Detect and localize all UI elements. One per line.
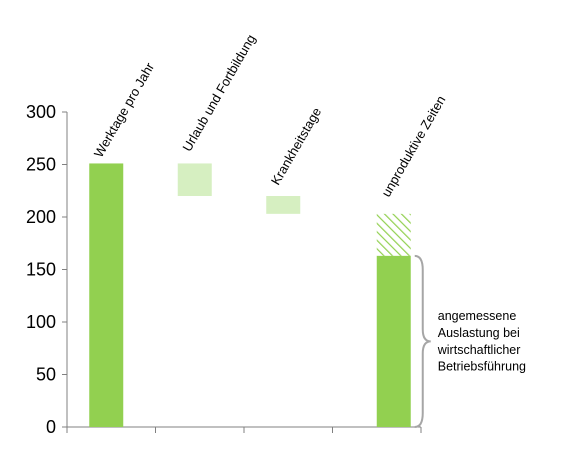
category-label: unproduktive Zeiten bbox=[378, 93, 448, 199]
y-tick-label: 50 bbox=[36, 365, 56, 385]
annotation-line: angemessene bbox=[438, 309, 517, 323]
bar-light bbox=[177, 163, 212, 196]
y-tick-label: 0 bbox=[46, 417, 56, 437]
y-tick-label: 150 bbox=[26, 260, 56, 280]
annotation: angemessene Auslastung bei wirtschaftliche… bbox=[414, 254, 526, 428]
bar-solid bbox=[89, 163, 124, 427]
bar-light bbox=[266, 196, 301, 214]
bar-hatched bbox=[376, 213, 411, 256]
y-tick-label: 300 bbox=[26, 102, 56, 122]
bar-solid bbox=[376, 255, 411, 427]
y-tick-label: 100 bbox=[26, 312, 56, 332]
axes: 0 50 100 150 200 250 300 bbox=[26, 102, 422, 437]
annotation-line: Betriebsführung bbox=[438, 360, 526, 374]
category-labels: Werktage pro Jahr Urlaub und Fortbildung K… bbox=[91, 32, 449, 199]
annotation-line: wirtschaftlicher bbox=[437, 343, 521, 357]
brace-icon bbox=[414, 254, 431, 428]
category-label: Urlaub und Fortbildung bbox=[179, 32, 258, 154]
y-tick-label: 250 bbox=[26, 155, 56, 175]
category-label: Werktage pro Jahr bbox=[91, 59, 158, 159]
y-tick-label: 200 bbox=[26, 207, 56, 227]
bars bbox=[89, 163, 411, 427]
category-label: Krankheitstage bbox=[268, 105, 324, 188]
annotation-line: Auslastung bei bbox=[438, 326, 520, 340]
